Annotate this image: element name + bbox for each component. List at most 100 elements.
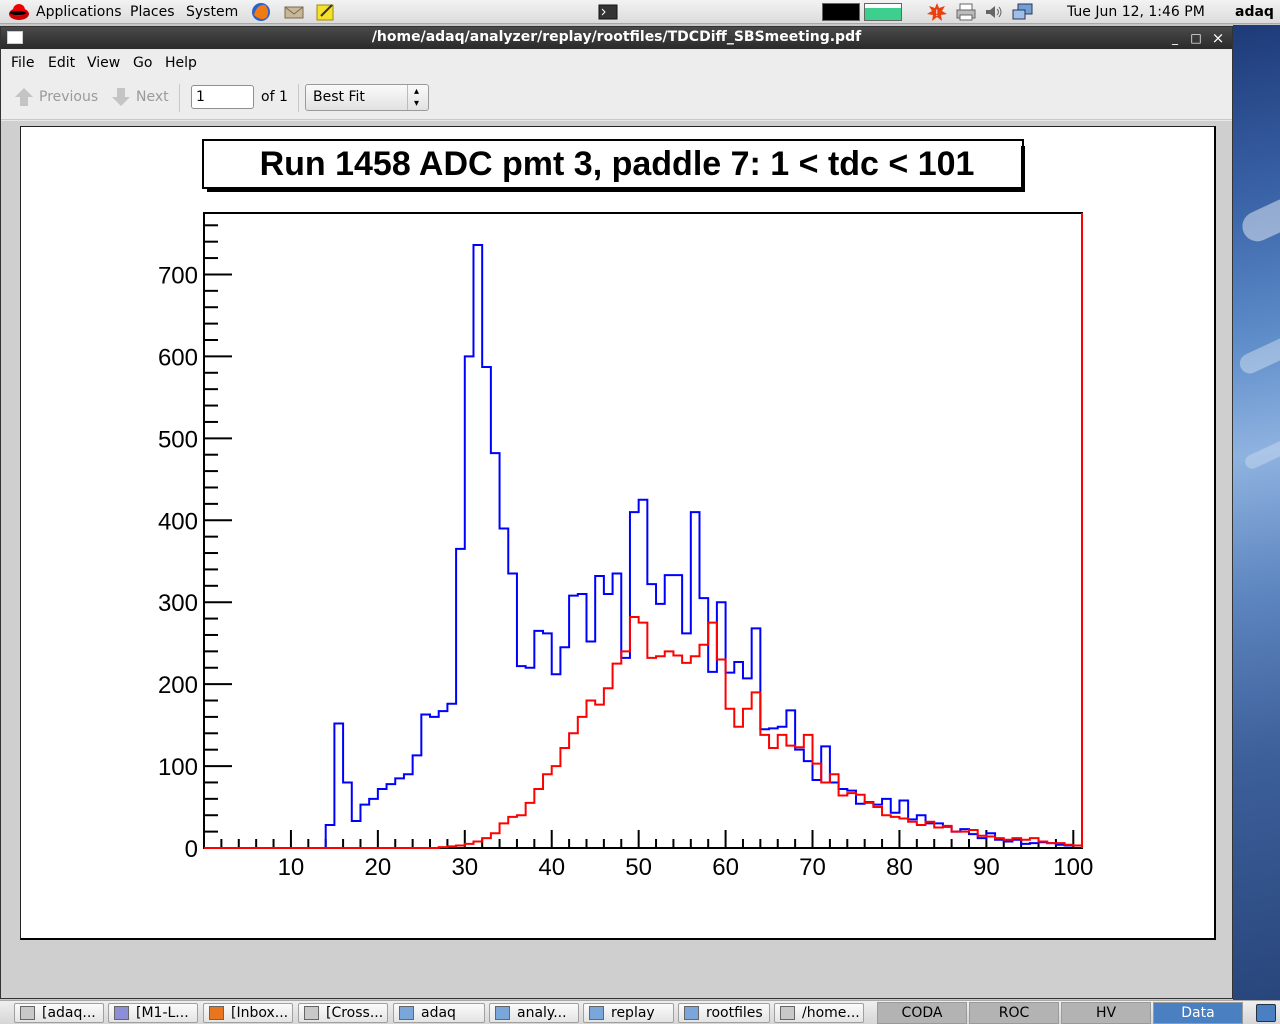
taskbar-item[interactable]: analy... bbox=[489, 1003, 579, 1023]
clock[interactable]: Tue Jun 12, 1:46 PM bbox=[1067, 4, 1205, 20]
taskbar-item[interactable]: [M1-L... bbox=[108, 1003, 198, 1023]
plot-frame bbox=[203, 212, 1083, 849]
folder-icon bbox=[495, 1006, 510, 1020]
taskbar-item[interactable]: [adaq... bbox=[14, 1003, 104, 1023]
y-tick-label: 200 bbox=[158, 672, 198, 699]
desktop-switcher-icon[interactable] bbox=[1256, 1004, 1276, 1022]
document-icon bbox=[780, 1006, 795, 1020]
x-tick-label: 50 bbox=[625, 854, 652, 881]
updates-alert-icon[interactable]: ! bbox=[926, 2, 947, 22]
pdf-page: Run 1458 ADC pmt 3, paddle 7: 1 < tdc < … bbox=[20, 126, 1216, 940]
home-folder-icon bbox=[399, 1006, 414, 1020]
title-box bbox=[202, 139, 1024, 189]
next-label: Next bbox=[136, 89, 169, 105]
toolbar: Previous Next of 1 Best Fit ▴▾ bbox=[1, 76, 1232, 120]
x-tick-label: 20 bbox=[365, 854, 392, 881]
x-tick-label: 100 bbox=[1053, 854, 1093, 881]
previous-label: Previous bbox=[39, 89, 99, 105]
series-red-line bbox=[204, 615, 1082, 849]
cpu-monitor-graph[interactable] bbox=[822, 3, 860, 21]
menu-view[interactable]: View bbox=[87, 55, 121, 71]
taskbar-item-label: [Inbox... bbox=[231, 1005, 289, 1021]
volume-icon[interactable] bbox=[983, 2, 1003, 22]
taskbar-item-label: analy... bbox=[517, 1005, 567, 1021]
axis-ticks: 0 100 200 300 400 500 600 700 10 20 30 40 50 60 70 80 90… bbox=[158, 224, 1093, 881]
window-menu-icon[interactable] bbox=[7, 31, 23, 44]
arrow-down-icon bbox=[112, 88, 130, 106]
taskbar-item-label: rootfiles bbox=[706, 1005, 763, 1021]
spreadsheet-icon bbox=[304, 1006, 319, 1020]
close-button[interactable]: × bbox=[1211, 29, 1225, 47]
arrow-up-icon bbox=[15, 88, 33, 106]
series-blue-line bbox=[204, 243, 1082, 849]
network-icon[interactable] bbox=[1012, 2, 1033, 22]
applications-menu[interactable]: Applications bbox=[36, 4, 122, 20]
window-title: /home/adaq/analyzer/replay/rootfiles/TDC… bbox=[371, 29, 862, 45]
folder-icon bbox=[589, 1006, 604, 1020]
x-tick-label: 10 bbox=[278, 854, 305, 881]
taskbar-item[interactable]: replay bbox=[583, 1003, 674, 1023]
document-view[interactable]: Run 1458 ADC pmt 3, paddle 7: 1 < tdc < … bbox=[1, 121, 1232, 998]
minimize-button[interactable]: _ bbox=[1172, 31, 1178, 45]
taskbar-item[interactable]: [Cross... bbox=[298, 1003, 388, 1023]
page-number-input[interactable] bbox=[191, 85, 254, 109]
browser-icon bbox=[114, 1006, 129, 1020]
x-tick-label: 90 bbox=[973, 854, 1000, 881]
svg-text:!: ! bbox=[935, 9, 939, 19]
y-tick-label: 600 bbox=[158, 344, 198, 371]
x-tick-label: 70 bbox=[799, 854, 826, 881]
mail-launcher-icon[interactable] bbox=[283, 2, 304, 22]
menu-file[interactable]: File bbox=[11, 55, 35, 71]
workspace-1[interactable]: CODA bbox=[877, 1002, 967, 1024]
workspace-3[interactable]: HV bbox=[1061, 1002, 1151, 1024]
chart-title: Run 1458 ADC pmt 3, paddle 7: 1 < tdc < … bbox=[260, 145, 975, 183]
title-box-shadow bbox=[207, 188, 1025, 192]
updown-arrow-icon: ▴ ▾ bbox=[407, 85, 419, 110]
toolbar-separator bbox=[298, 84, 299, 112]
places-menu[interactable]: Places bbox=[130, 4, 175, 20]
folder-icon bbox=[684, 1006, 699, 1020]
taskbar-item[interactable]: rootfiles bbox=[678, 1003, 770, 1023]
taskbar-item-label: [Cross... bbox=[326, 1005, 384, 1021]
menu-edit[interactable]: Edit bbox=[48, 55, 76, 71]
desktop-background bbox=[1233, 25, 1280, 1000]
taskbar-item-label: [M1-L... bbox=[136, 1005, 189, 1021]
menubar: File Edit View Go Help bbox=[1, 50, 1232, 76]
zoom-select[interactable]: Best Fit ▴ ▾ bbox=[305, 84, 429, 111]
taskbar: [adaq... [M1-L... [Inbox... [Cross... adaq an… bbox=[0, 1000, 1280, 1024]
taskbar-item[interactable]: adaq bbox=[393, 1003, 485, 1023]
page-count-label: of 1 bbox=[261, 89, 288, 105]
y-tick-label: 100 bbox=[158, 754, 198, 781]
taskbar-item[interactable]: /home... bbox=[774, 1003, 864, 1023]
y-tick-label: 300 bbox=[158, 590, 198, 617]
series-layer bbox=[204, 213, 1083, 849]
system-menu[interactable]: System bbox=[186, 4, 239, 20]
printer-icon[interactable] bbox=[955, 2, 976, 22]
window-titlebar[interactable]: /home/adaq/analyzer/replay/rootfiles/TDC… bbox=[1, 27, 1232, 49]
workspace-2[interactable]: ROC bbox=[969, 1002, 1059, 1024]
x-tick-label: 40 bbox=[538, 854, 565, 881]
firefox-launcher-icon[interactable] bbox=[251, 2, 271, 22]
taskbar-item-label: /home... bbox=[802, 1005, 860, 1021]
x-tick-label: 30 bbox=[451, 854, 478, 881]
taskbar-item-label: replay bbox=[611, 1005, 655, 1021]
taskbar-item[interactable]: [Inbox... bbox=[203, 1003, 293, 1023]
user-name[interactable]: adaq bbox=[1235, 4, 1274, 20]
taskbar-item-label: adaq bbox=[421, 1005, 456, 1021]
firefox-icon bbox=[209, 1006, 224, 1020]
notes-launcher-icon[interactable] bbox=[315, 2, 335, 22]
maximize-button[interactable]: □ bbox=[1190, 31, 1202, 45]
top-panel: Applications Places System ! Tue Jun 12,… bbox=[0, 0, 1280, 24]
taskbar-item-label: [adaq... bbox=[42, 1005, 96, 1021]
y-tick-label: 0 bbox=[185, 836, 198, 863]
y-tick-label: 500 bbox=[158, 426, 198, 453]
redhat-menu-icon[interactable] bbox=[8, 2, 29, 22]
memory-monitor-graph[interactable] bbox=[864, 3, 902, 21]
toolbar-separator bbox=[179, 84, 180, 112]
x-tick-label: 80 bbox=[886, 854, 913, 881]
menu-help[interactable]: Help bbox=[165, 55, 197, 71]
terminal-launcher-icon[interactable] bbox=[597, 2, 618, 22]
zoom-value: Best Fit bbox=[313, 89, 365, 105]
menu-go[interactable]: Go bbox=[133, 55, 153, 71]
workspace-4[interactable]: Data analysis bbox=[1153, 1002, 1243, 1024]
